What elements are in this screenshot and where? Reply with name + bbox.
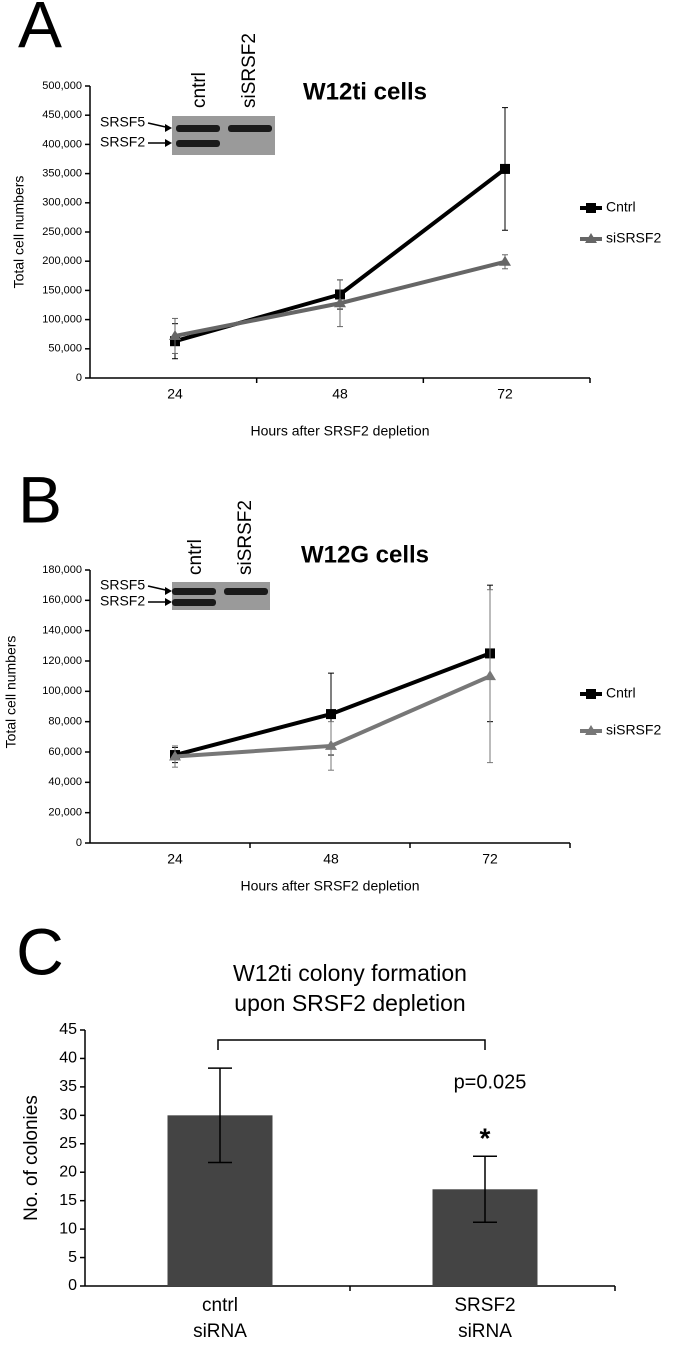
marker (169, 750, 181, 761)
y-tick-label: 140,000 (42, 625, 82, 637)
chart-title: W12ti colony formation (233, 960, 467, 986)
y-tick-label: 80,000 (48, 716, 82, 728)
blot-lane-label: siSRSF2 (239, 33, 260, 108)
blot-band-label: SRSF5 (100, 577, 145, 593)
marker (326, 709, 336, 720)
y-tick-label: 0 (76, 372, 82, 384)
chart-title: upon SRSF2 depletion (234, 990, 465, 1016)
blot-arrowhead (165, 139, 172, 147)
y-tick-label: 35 (59, 1078, 77, 1095)
marker (169, 329, 181, 340)
x-axis-label: Hours after SRSF2 depletion (251, 423, 430, 439)
y-tick-label: 100,000 (42, 314, 82, 326)
y-tick-label: 300,000 (42, 197, 82, 209)
marker (325, 739, 337, 750)
marker (334, 297, 346, 308)
blot-band (172, 588, 216, 595)
blot-arrowhead (165, 587, 172, 595)
y-tick-label: 180,000 (42, 564, 82, 576)
y-tick-label: 60,000 (48, 746, 82, 758)
y-tick-label: 100,000 (42, 685, 82, 697)
blot-band-label: SRSF5 (100, 114, 145, 130)
annotation: p=0.025 (454, 1071, 527, 1093)
annotation: * (480, 1122, 491, 1153)
y-tick-label: 120,000 (42, 655, 82, 667)
blot (172, 116, 275, 155)
blot-band-label: SRSF2 (100, 134, 145, 150)
chart-title: W12G cells (301, 541, 429, 568)
blot-band (224, 588, 268, 595)
chart-title: W12ti cells (303, 78, 427, 105)
x-axis-label: Hours after SRSF2 depletion (241, 878, 420, 894)
legend-marker (586, 203, 596, 213)
y-axis-label: Total cell numbers (3, 636, 19, 749)
x-tick-label: SRSF2 (454, 1295, 515, 1316)
y-tick-label: 30 (59, 1107, 77, 1124)
y-tick-label: 160,000 (42, 594, 82, 606)
legend-marker (585, 233, 597, 243)
y-tick-label: 20,000 (48, 807, 82, 819)
marker (499, 255, 511, 266)
y-tick-label: 350,000 (42, 168, 82, 180)
legend-label: Cntrl (606, 685, 636, 701)
y-tick-label: 150,000 (42, 284, 82, 296)
line (174, 651, 491, 757)
blot-band-label: SRSF2 (100, 593, 145, 609)
blot-arrowhead (165, 598, 172, 606)
blot-band (176, 140, 220, 147)
blot-band (228, 125, 272, 132)
y-tick-label: 40,000 (48, 776, 82, 788)
panel-label: B (18, 462, 62, 536)
y-tick-label: 15 (59, 1192, 77, 1209)
blot-lane-label: siSRSF2 (235, 500, 256, 575)
y-tick-label: 20 (59, 1163, 77, 1180)
marker (500, 163, 510, 174)
x-tick-label: 24 (167, 386, 183, 402)
blot-lane-label: cntrl (189, 72, 210, 108)
blot-band (172, 599, 216, 606)
legend-marker (585, 725, 597, 735)
y-tick-label: 40 (59, 1050, 77, 1067)
x-tick-label: 72 (497, 386, 513, 402)
x-tick-label: 72 (482, 851, 498, 867)
x-tick-label: cntrl (202, 1295, 238, 1316)
significance-bracket (217, 1039, 486, 1050)
x-tick-label: siRNA (458, 1321, 512, 1342)
y-tick-label: 200,000 (42, 255, 82, 267)
panel-label: A (18, 0, 62, 61)
y-axis-label: No. of colonies (21, 1095, 42, 1221)
y-tick-label: 45 (59, 1021, 77, 1038)
y-tick-label: 0 (76, 837, 82, 849)
y-tick-label: 25 (59, 1135, 77, 1152)
y-axis-label: Total cell numbers (11, 176, 27, 289)
panel-label: C (16, 914, 64, 988)
x-tick-label: 24 (167, 851, 183, 867)
legend-label: siSRSF2 (606, 722, 661, 738)
blot-arrowhead (165, 124, 172, 132)
y-tick-label: 10 (59, 1220, 77, 1237)
y-tick-label: 250,000 (42, 226, 82, 238)
x-tick-label: 48 (323, 851, 339, 867)
y-tick-label: 400,000 (42, 138, 82, 150)
marker (484, 670, 496, 681)
y-tick-label: 50,000 (48, 343, 82, 355)
blot-band (176, 125, 220, 132)
y-tick-label: 5 (68, 1249, 77, 1266)
blot-lane-label: cntrl (185, 539, 206, 575)
x-tick-label: 48 (332, 386, 348, 402)
legend-label: Cntrl (606, 199, 636, 215)
y-tick-label: 0 (68, 1277, 77, 1294)
y-tick-label: 450,000 (42, 109, 82, 121)
legend-label: siSRSF2 (606, 230, 661, 246)
y-tick-label: 500,000 (42, 80, 82, 92)
x-tick-label: siRNA (193, 1321, 247, 1342)
legend-marker (586, 689, 596, 699)
